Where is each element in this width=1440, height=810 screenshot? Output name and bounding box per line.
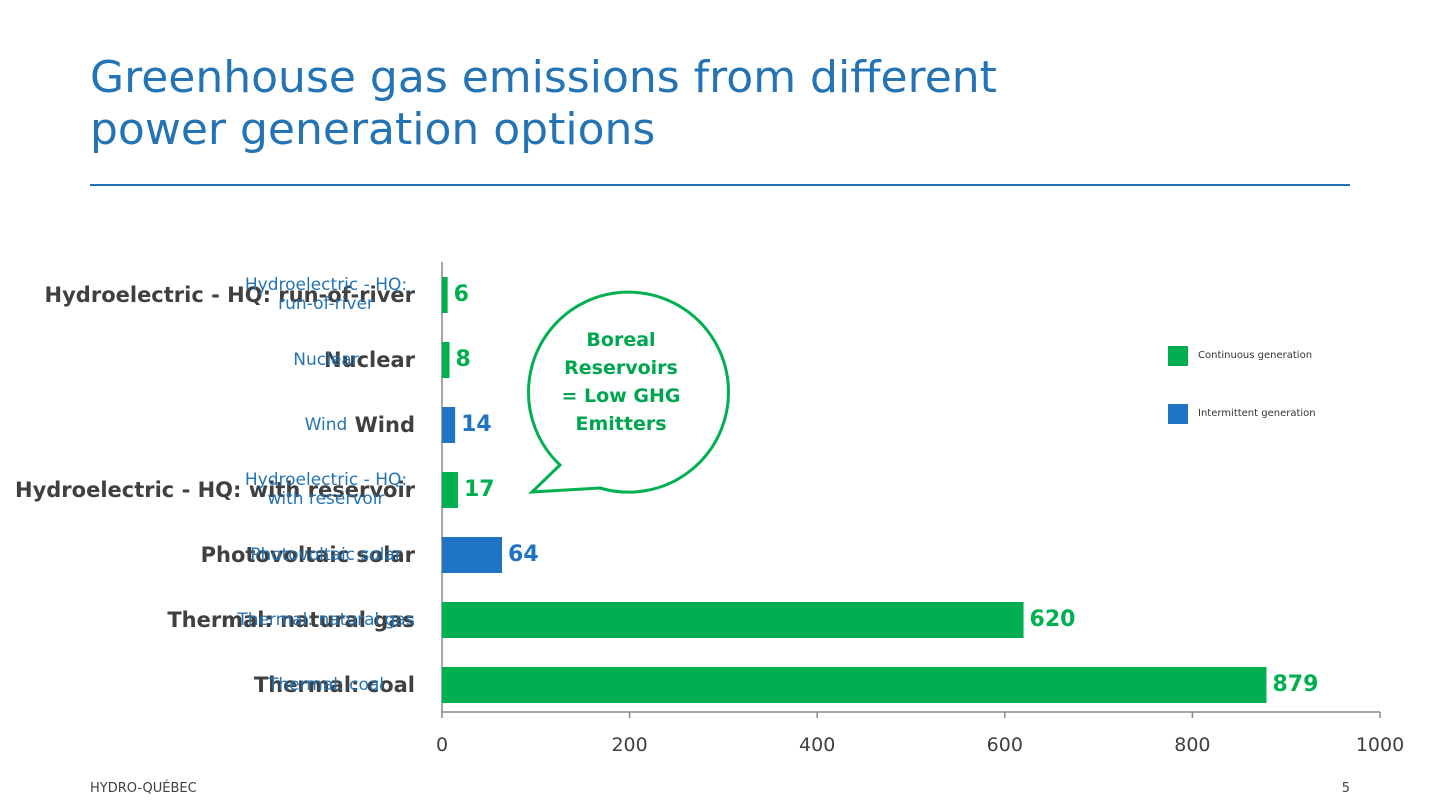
annotation: Boreal Reservoirs = Low GHG Emitters [561, 329, 681, 435]
bar [442, 602, 1024, 638]
category-label-overlay: Hydroelectric - HQ: with reservoir [244, 470, 408, 509]
legend-swatch [1168, 346, 1188, 366]
x-tick-label: 1000 [1355, 734, 1405, 756]
value-label: 14 [461, 412, 492, 437]
value-label: 6 [453, 282, 469, 307]
x-tick-label: 0 [435, 734, 449, 756]
category-label: Photovoltaic solar [200, 543, 415, 567]
category-label: Wind [354, 413, 415, 437]
bar [442, 277, 448, 313]
category-label-overlay: Thermal: natural gas [237, 609, 415, 630]
bar [442, 407, 456, 443]
speech-bubble [527, 290, 730, 494]
value-label: 17 [463, 477, 495, 502]
category-label-overlay: Nuclear [293, 349, 359, 370]
bar [442, 667, 1267, 703]
x-tick-label: 600 [986, 734, 1023, 756]
category-label: Thermal: natural gas [167, 608, 415, 632]
bar [442, 472, 458, 508]
value-label: 879 [1272, 672, 1319, 697]
category-label: Hydroelectric - HQ: run-of-river [44, 283, 415, 307]
x-tick-label: 800 [1174, 734, 1211, 756]
value-label: 620 [1029, 607, 1076, 632]
slide-title: Greenhouse gas emissions from different … [90, 52, 997, 155]
legend-swatch [1168, 404, 1188, 424]
footer-brand: HYDRO-QUÉBEC [90, 781, 197, 796]
value-label: 8 [455, 347, 471, 372]
category-label-overlay: Thermal: coal [267, 674, 385, 695]
category-label: Nuclear [324, 348, 415, 372]
legend-label: Continuous generation [1198, 350, 1313, 361]
bar [442, 342, 450, 378]
category-label-overlay: Photovoltaic solar [250, 544, 402, 565]
page-number: 5 [1341, 781, 1350, 796]
value-label: 64 [508, 542, 539, 567]
title-rule [90, 184, 1350, 186]
category-label-overlay: Wind [304, 414, 348, 435]
category-label: Thermal: coal [253, 673, 415, 697]
x-tick-label: 200 [611, 734, 648, 756]
x-tick-label: 400 [799, 734, 836, 756]
bar [442, 537, 503, 573]
category-label-overlay: Hydroelectric - HQ: run-of-river [244, 275, 408, 314]
category-label: Hydroelectric - HQ: with reservoir [15, 478, 415, 502]
legend-label: Intermittent generation [1198, 408, 1316, 419]
